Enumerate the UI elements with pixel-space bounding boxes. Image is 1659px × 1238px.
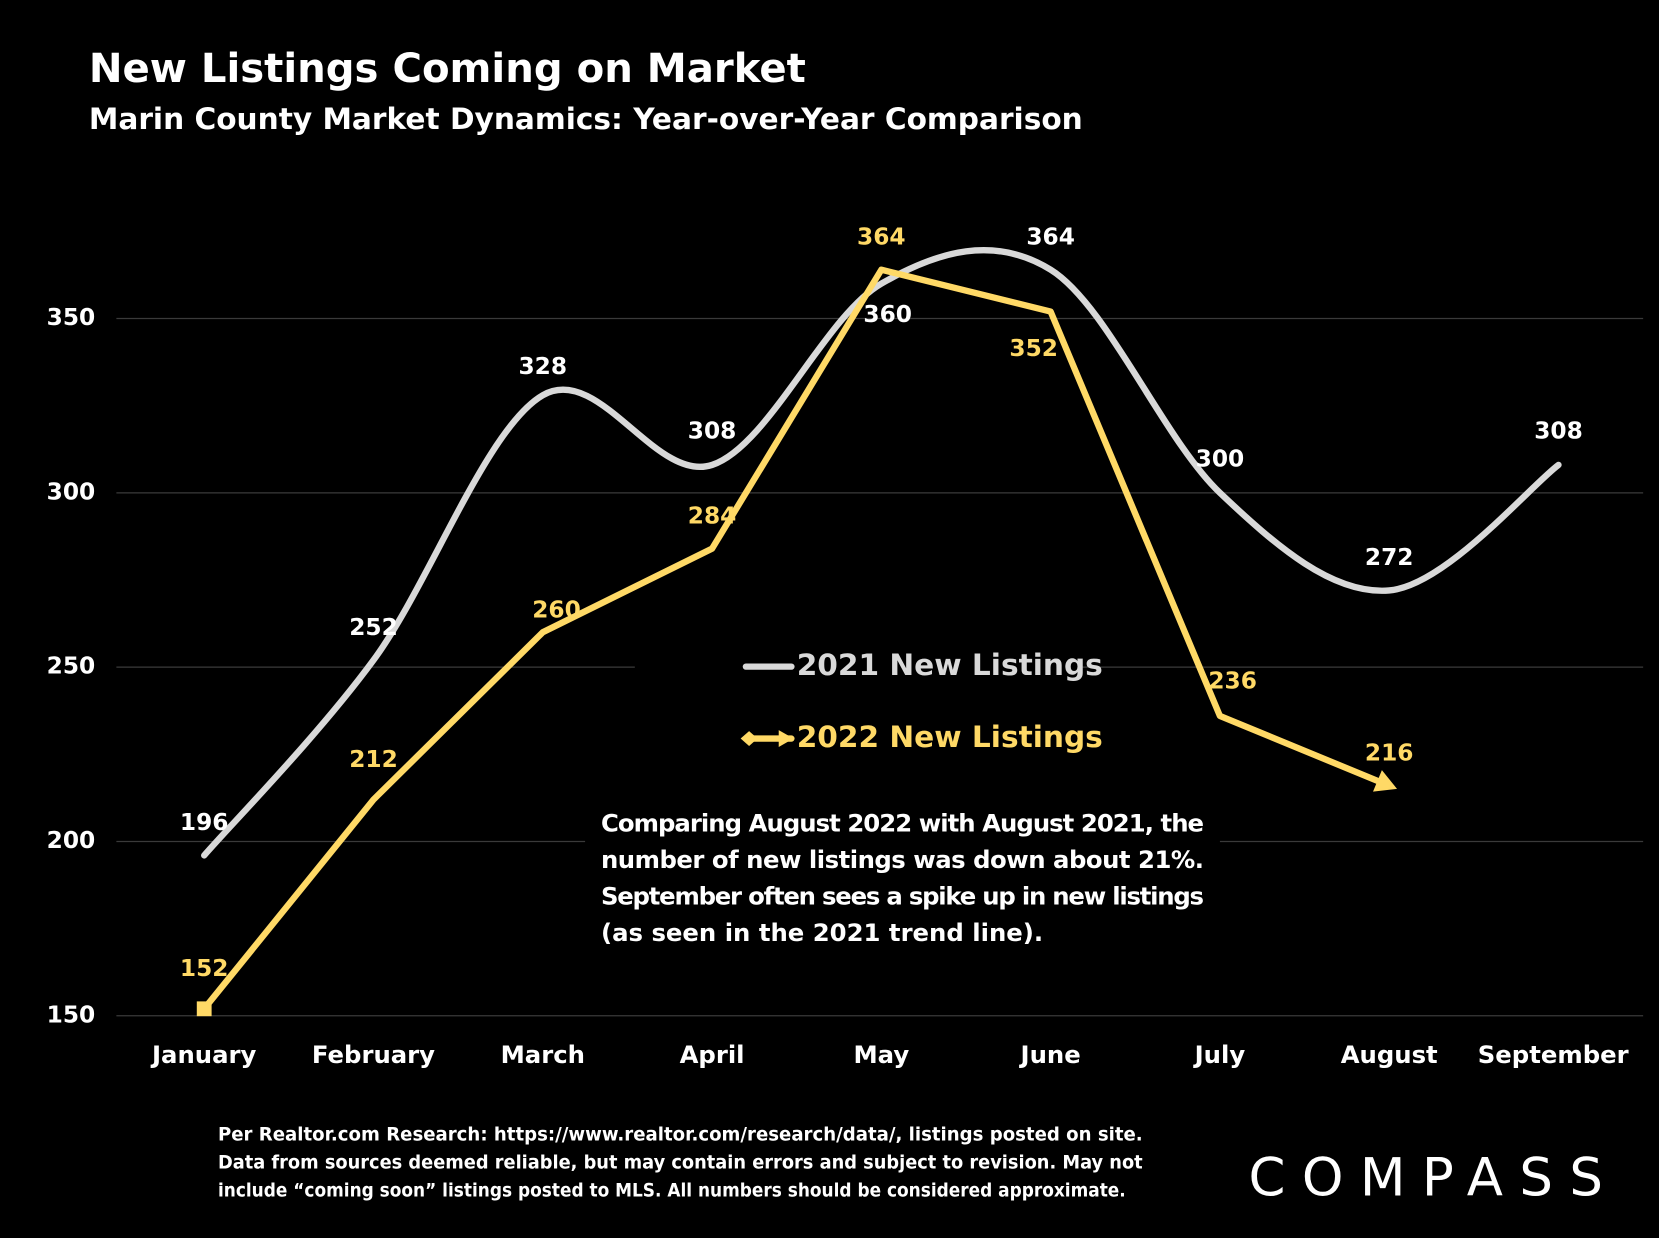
data-label: 360 — [863, 301, 912, 328]
annotation: number of new listings was down about 21… — [601, 845, 1204, 874]
legend-diamond — [740, 731, 758, 746]
legend-arrow — [778, 730, 794, 748]
data-label: 236 — [1208, 668, 1257, 695]
data-label: 364 — [1026, 223, 1075, 250]
y-tick-label: 300 — [47, 478, 96, 505]
annotation: (as seen in the 2021 trend line). — [601, 918, 1043, 947]
footnote: include “coming soon” listings posted to… — [218, 1180, 1126, 1201]
y-tick-label: 150 — [47, 1001, 96, 1028]
annotation-background — [585, 802, 1220, 961]
x-tick-label: May — [853, 1040, 909, 1069]
data-label: 152 — [180, 955, 229, 982]
data-label: 300 — [1196, 446, 1245, 473]
data-label: 352 — [1009, 335, 1058, 362]
x-tick-label: January — [150, 1040, 257, 1069]
x-tick-label: July — [1193, 1040, 1246, 1069]
annotation: Comparing August 2022 with August 2021, … — [601, 808, 1204, 837]
y-tick-label: 350 — [47, 304, 96, 331]
start-marker — [196, 1001, 212, 1017]
chart-subtitle: Marin County Market Dynamics: Year-over-… — [89, 102, 1083, 136]
logo: COMPASS — [1248, 1147, 1602, 1208]
x-tick-label: August — [1341, 1040, 1438, 1069]
y-tick-label: 250 — [47, 653, 96, 680]
data-label: 216 — [1365, 739, 1414, 766]
series-line — [201, 247, 1562, 859]
data-label: 308 — [1534, 418, 1583, 445]
annotation: September often sees a spike up in new l… — [601, 881, 1204, 910]
x-tick-label: February — [312, 1040, 435, 1069]
data-label: 308 — [688, 418, 737, 445]
data-label: 252 — [349, 614, 398, 641]
x-tick-label: June — [1019, 1040, 1081, 1069]
legend-label: 2022 New Listings — [797, 720, 1103, 754]
x-tick-label: September — [1478, 1040, 1629, 1069]
data-label: 212 — [349, 746, 398, 773]
legend-label: 2021 New Listings — [797, 648, 1103, 682]
data-label: 364 — [857, 223, 906, 250]
data-label: 328 — [518, 353, 567, 380]
series-line — [201, 266, 1393, 1012]
footnote: Per Realtor.com Research: https://www.re… — [218, 1124, 1143, 1145]
footnote: Data from sources deemed reliable, but m… — [218, 1152, 1143, 1173]
data-label: 196 — [180, 809, 229, 836]
data-label: 260 — [532, 597, 581, 624]
y-tick-label: 200 — [47, 827, 96, 854]
x-tick-label: March — [501, 1040, 585, 1069]
x-tick-label: April — [680, 1040, 745, 1069]
data-label: 272 — [1365, 544, 1414, 571]
legend-background — [634, 634, 1080, 773]
data-label: 284 — [688, 502, 737, 529]
chart-title: New Listings Coming on Market — [89, 46, 806, 92]
end-arrow — [1373, 770, 1398, 792]
